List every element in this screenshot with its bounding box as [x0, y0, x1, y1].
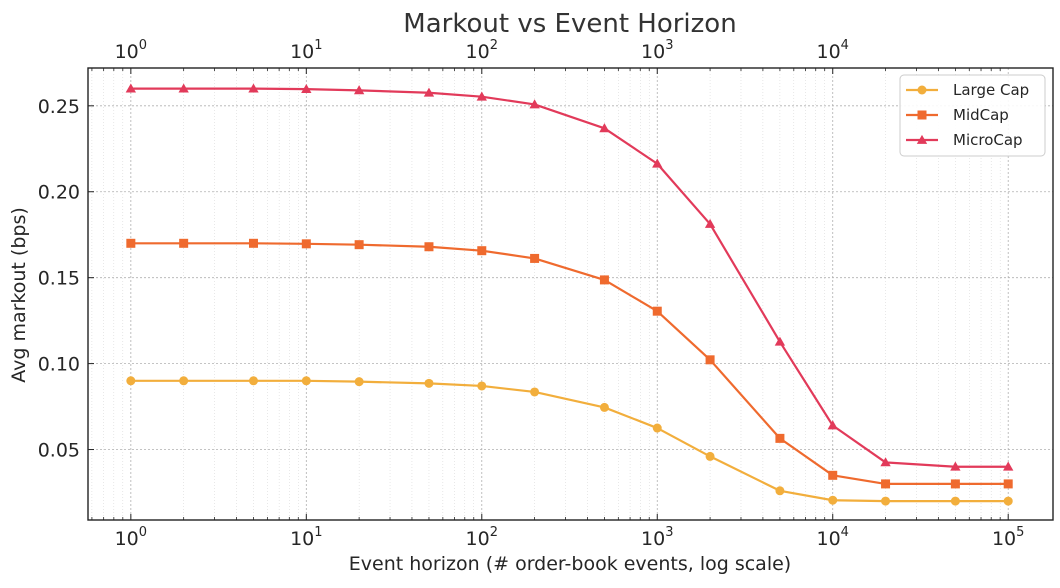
x-tick-label: 100	[115, 525, 147, 550]
data-point	[530, 253, 540, 263]
plot-frame	[87, 67, 1054, 521]
legend-box	[899, 74, 1046, 157]
data-point	[774, 336, 786, 346]
x-top-tick-label: 100	[115, 38, 147, 63]
data-point	[530, 387, 540, 397]
series-line	[130, 242, 1009, 486]
x-top-tick-label: 101	[290, 38, 322, 63]
data-point	[704, 218, 716, 228]
y-tick-label: 0.25	[38, 96, 80, 118]
data-point	[477, 246, 487, 256]
data-point	[599, 275, 609, 285]
y-tick-label: 0.15	[38, 268, 80, 290]
data-point	[950, 461, 961, 471]
data-point	[301, 83, 312, 94]
data-point	[354, 240, 364, 250]
data-point	[424, 242, 434, 252]
data-point	[179, 238, 189, 248]
data-point	[917, 110, 927, 120]
legend-label: MidCap	[953, 106, 1009, 124]
x-tick-label: 101	[290, 525, 322, 550]
grid	[88, 68, 1053, 520]
data-point	[599, 402, 609, 412]
series-midcap	[126, 238, 1013, 489]
x-tick-label: 105	[992, 525, 1024, 550]
data-point	[828, 495, 838, 505]
series-large-cap	[126, 376, 1013, 506]
data-point	[705, 451, 715, 461]
series-layer	[125, 83, 1014, 506]
data-point	[301, 239, 311, 249]
data-point	[1003, 479, 1013, 489]
data-point	[881, 496, 891, 506]
x-top-tick-label: 102	[466, 38, 498, 63]
data-point	[950, 479, 960, 489]
x-top-tick-label: 103	[641, 38, 673, 63]
data-point	[126, 238, 136, 248]
x-tick-label: 104	[816, 525, 848, 550]
data-point	[775, 433, 785, 443]
data-point	[354, 377, 364, 387]
data-point	[652, 158, 663, 168]
x-axis-label: Event horizon (# order-book events, log …	[349, 553, 791, 575]
y-tick-label: 0.05	[38, 440, 80, 462]
data-point	[916, 134, 928, 144]
y-tick-label: 0.20	[38, 182, 80, 204]
x-tick-label: 102	[466, 525, 498, 550]
data-point	[652, 423, 662, 433]
x-top-tick-label: 104	[816, 38, 848, 63]
chart-title: Markout vs Event Horizon	[403, 9, 736, 39]
data-point	[1003, 496, 1013, 506]
data-point	[880, 457, 891, 467]
data-point	[423, 87, 435, 97]
data-point	[178, 83, 189, 93]
legend-label: Large Cap	[953, 81, 1029, 99]
data-point	[652, 306, 662, 316]
series-line	[130, 87, 1009, 468]
data-point	[353, 85, 365, 95]
data-point	[248, 83, 259, 93]
series-line	[130, 379, 1009, 503]
data-point	[126, 376, 136, 386]
data-point	[248, 376, 258, 386]
data-point	[775, 486, 785, 496]
data-point	[1003, 461, 1014, 471]
data-point	[424, 378, 434, 388]
data-point	[599, 123, 610, 133]
legend-label: MicroCap	[953, 131, 1023, 149]
data-point	[705, 355, 715, 365]
data-point	[828, 470, 838, 480]
data-point	[827, 420, 838, 430]
data-point	[529, 99, 540, 109]
series-microcap	[125, 83, 1014, 471]
data-point	[950, 496, 960, 506]
data-point	[476, 91, 487, 101]
data-point	[881, 479, 891, 489]
x-tick-label: 103	[641, 525, 673, 550]
data-point	[248, 238, 258, 248]
data-point	[917, 85, 927, 95]
y-tick-label: 0.10	[38, 354, 80, 376]
axis-ticks: 100 101 102 103 104 105 100 101 102 103 104 0.05 0.1…	[38, 38, 1025, 550]
data-point	[301, 376, 311, 386]
data-point	[179, 376, 189, 386]
y-axis-label: Avg markout (bps)	[8, 207, 30, 383]
data-point	[125, 83, 137, 93]
data-point	[477, 381, 487, 391]
legend: Large Cap MidCap MicroCap	[899, 74, 1046, 157]
